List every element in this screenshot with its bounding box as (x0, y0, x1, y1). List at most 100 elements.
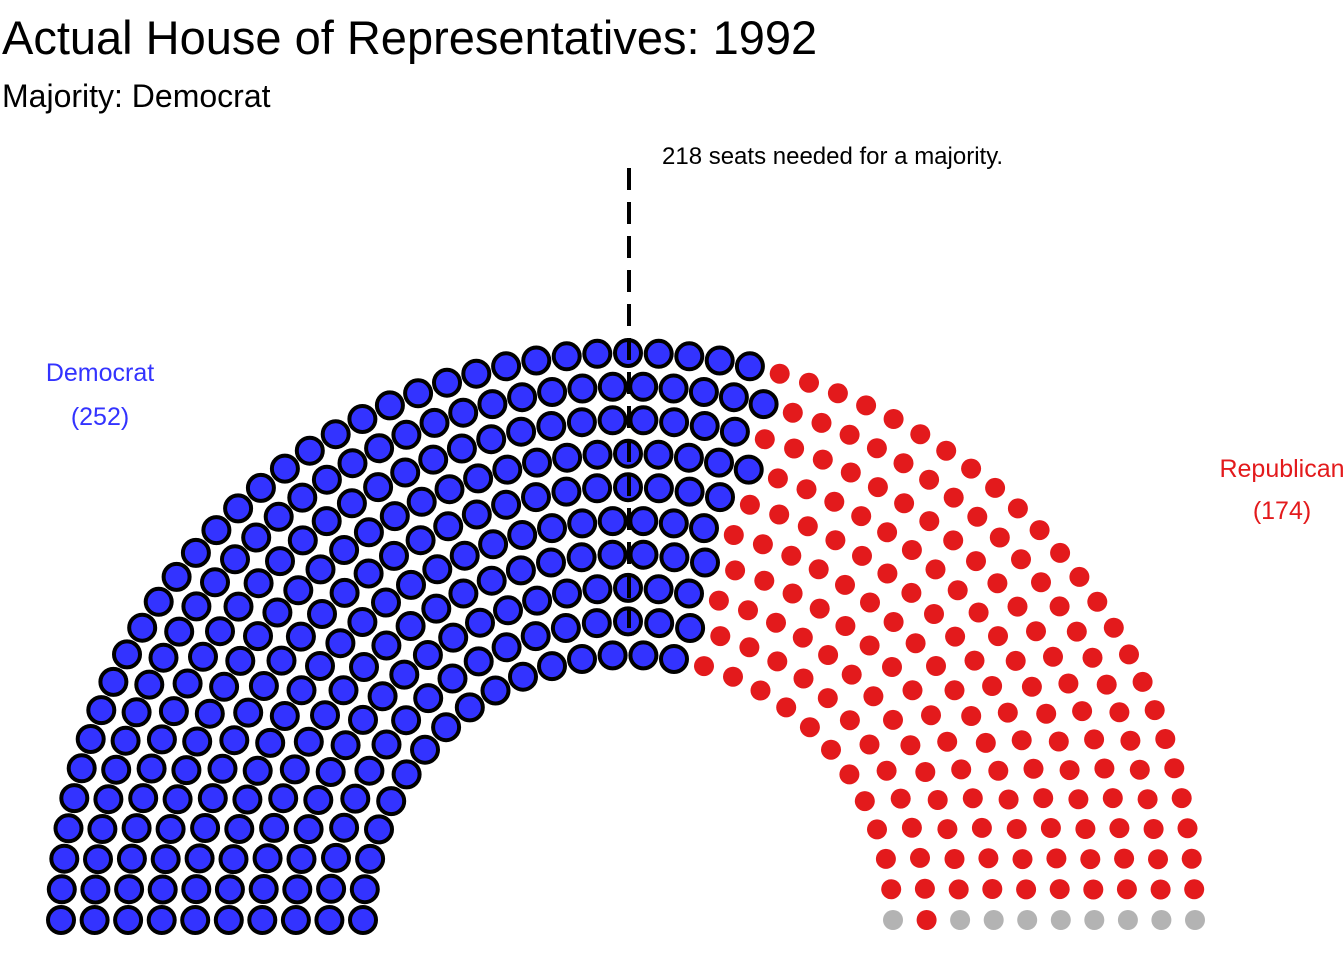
seat-democrat (477, 389, 508, 420)
seat-republican (725, 560, 746, 581)
seat-republican (982, 879, 1003, 899)
seat-republican (987, 573, 1008, 594)
seat-democrat (116, 843, 147, 874)
seat-democrat (566, 542, 597, 573)
seat-democrat (432, 367, 462, 398)
seat-democrat (719, 416, 750, 447)
seat-democrat (371, 729, 402, 760)
seat-republican (1082, 647, 1103, 668)
seat-republican (948, 879, 969, 900)
seat-democrat (465, 607, 495, 638)
seat-democrat (446, 433, 477, 464)
seat-republican (852, 545, 872, 566)
seat-democrat (329, 577, 360, 608)
seat-democrat (552, 442, 583, 473)
seat-republican (1164, 758, 1185, 779)
seat-democrat (171, 755, 202, 786)
seat-republican (1080, 849, 1101, 870)
seat-republican (1137, 789, 1158, 810)
seat-republican (1129, 759, 1150, 780)
seat-republican (894, 493, 915, 514)
seat-republican (809, 598, 830, 619)
seat-republican (968, 602, 989, 623)
seat-democrat (597, 640, 628, 671)
seat-republican (1087, 591, 1108, 612)
seat-democrat (148, 642, 179, 673)
seat-democrat (46, 874, 77, 905)
seat-democrat (113, 905, 144, 935)
seat-democrat (316, 873, 347, 904)
seat-democrat (582, 473, 613, 504)
seat-democrat (49, 843, 80, 874)
seat-democrat (597, 371, 628, 402)
seat-republican (1059, 760, 1080, 781)
seat-democrat (259, 812, 290, 843)
seat-democrat (643, 439, 674, 470)
seat-group (46, 338, 1205, 935)
seat-democrat (266, 645, 297, 676)
seat-republican (781, 545, 802, 566)
seat-democrat (674, 578, 704, 609)
seat-republican (835, 574, 855, 595)
seat-democrat (329, 812, 360, 843)
seat-republican (710, 626, 731, 647)
seat-republican (883, 409, 904, 429)
seat-democrat (582, 338, 613, 369)
seat-republican (739, 637, 760, 658)
seat-republican (808, 559, 829, 580)
seat-democrat (463, 646, 494, 677)
seat-democrat (146, 905, 177, 935)
seat-republican (1050, 542, 1071, 563)
seat-republican (893, 453, 914, 474)
seat-democrat (348, 905, 378, 935)
seat-democrat (491, 351, 522, 382)
seat-republican (1072, 701, 1093, 722)
seat-republican (1144, 700, 1165, 721)
seat-democrat (307, 599, 337, 629)
seat-democrat (207, 753, 238, 784)
seat-republican (1007, 596, 1028, 617)
seat-democrat (508, 661, 538, 692)
seat-democrat (628, 506, 659, 537)
seat-democrat (551, 341, 582, 372)
seat-democrat (315, 757, 346, 787)
seat-democrat (522, 585, 553, 616)
seat-democrat (93, 784, 124, 815)
seat-republican (818, 645, 839, 665)
seat-democrat (688, 377, 719, 407)
seat-democrat (128, 783, 159, 814)
seat-democrat (255, 727, 286, 758)
seat-democrat (305, 554, 336, 585)
seat-democrat (674, 341, 705, 372)
seat-republican (1005, 650, 1026, 671)
seat-democrat (225, 645, 256, 676)
seat-democrat (347, 404, 378, 434)
seat-democrat (371, 587, 401, 618)
seat-republican (769, 504, 790, 525)
seat-democrat (536, 547, 566, 578)
seat-democrat (66, 753, 97, 784)
seat-republican (1155, 729, 1176, 749)
seat-republican (875, 848, 896, 869)
seat-republican (924, 604, 944, 624)
seat-republican (1011, 730, 1032, 751)
seat-democrat (283, 575, 314, 606)
seat-republican (866, 438, 887, 459)
seat-democrat (431, 712, 462, 743)
seat-republican (901, 540, 922, 560)
seat-democrat (86, 695, 117, 726)
seat-democrat (690, 547, 720, 578)
seat-democrat (336, 488, 367, 519)
seat-republican (1084, 729, 1105, 750)
seat-republican (989, 527, 1010, 548)
seat-republican (797, 516, 818, 537)
seat-democrat (262, 597, 293, 628)
seat-republican (1177, 818, 1198, 839)
seat-republican (1016, 879, 1037, 900)
seat-democrat (405, 525, 436, 556)
seat-democrat (551, 476, 582, 507)
seat-democrat (269, 453, 300, 484)
seat-democrat (87, 814, 118, 844)
seat-democrat (705, 482, 735, 513)
seat-democrat (461, 499, 492, 530)
